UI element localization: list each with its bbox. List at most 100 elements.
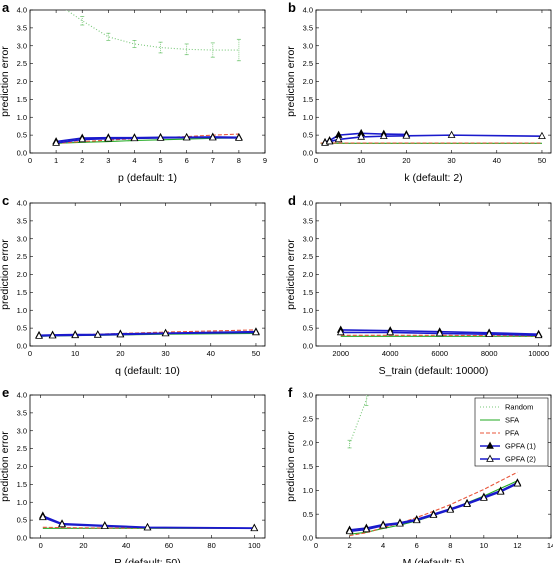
y-tick-label: 2.5 [303,252,313,261]
data-point-gpfa-2- [58,519,66,528]
x-tick-label: 0 [28,349,32,358]
data-point-gpfa-2- [325,137,334,145]
y-tick-label: 3.5 [17,216,27,225]
legend-label: GPFA (1) [505,442,536,451]
data-point-gpfa-2- [71,330,80,339]
x-tick-label: 20 [116,349,124,358]
y-tick-label: 2.0 [303,270,313,279]
series-group [38,511,259,532]
x-tick-label: 40 [493,156,501,165]
panel-letter: d [288,193,296,208]
x-tick-label: 9 [263,156,267,165]
x-tick-label: 6 [415,541,419,550]
x-tick-label: 6000 [431,349,448,358]
data-point-gpfa-2- [357,132,366,140]
y-tick-label: 4.0 [17,6,27,15]
data-point-gpfa-2- [100,521,109,530]
x-tick-label: 40 [122,541,130,550]
legend-marker [486,454,494,462]
x-tick-label: 3 [106,156,110,165]
y-tick-label: 0.0 [303,534,313,543]
y-tick-label: 4.0 [303,199,313,208]
data-point-gpfa-2- [538,131,546,139]
x-tick-label: 0 [39,541,43,550]
y-axis-label: prediction error [285,46,297,117]
y-axis-label: prediction error [0,431,11,502]
y-tick-label: 0.5 [17,131,27,140]
data-point-gpfa-2- [250,523,259,532]
x-tick-label: 10000 [528,349,549,358]
data-point-gpfa-2- [396,519,404,527]
y-tick-label: 2.0 [303,438,313,447]
x-tick-label: 10 [71,349,79,358]
y-tick-label: 0.5 [17,324,27,333]
y-tick-label: 3.0 [303,391,313,400]
series-line-gpfa-2- [349,482,518,533]
x-axis-label: p (default: 1) [118,172,177,184]
series-line-gpfa-2- [56,136,239,144]
x-tick-label: 30 [447,156,455,165]
data-point-gpfa-2- [429,510,438,518]
data-point-gpfa-2- [386,327,395,336]
y-tick-label: 0.5 [303,324,313,333]
data-point-gpfa-2- [447,130,456,138]
plot-frame [29,394,266,539]
y-tick-label: 1.5 [17,95,27,104]
data-point-gpfa-2- [496,487,505,495]
data-point-gpfa-2- [362,524,371,533]
y-tick-label: 1.5 [17,288,27,297]
x-tick-label: 0 [28,156,32,165]
data-point-gpfa-2- [446,505,455,513]
data-point-gpfa-2- [479,493,488,501]
y-tick-label: 2.5 [303,59,313,68]
y-tick-label: 0.5 [303,510,313,519]
y-tick-label: 0.0 [17,149,27,158]
x-tick-label: 50 [538,156,546,165]
y-tick-label: 2.5 [17,59,27,68]
y-tick-label: 1.0 [303,113,313,122]
data-point-gpfa-2- [104,134,113,142]
plot-frame [315,202,552,347]
data-point-gpfa-2- [130,133,139,142]
data-point-gpfa-2- [48,331,57,339]
x-tick-label: 6 [185,156,189,165]
y-tick-label: 4.0 [17,199,27,208]
y-tick-label: 3.5 [303,216,313,225]
y-tick-label: 1.0 [17,306,27,315]
y-tick-label: 1.0 [17,113,27,122]
x-tick-label: 30 [161,349,169,358]
x-tick-label: 14 [547,541,553,550]
y-tick-label: 4.0 [17,391,27,400]
y-tick-label: 1.0 [303,306,313,315]
x-axis-label: k (default: 2) [404,172,462,184]
plot-frame [315,9,552,154]
data-point-gpfa-2- [334,134,343,143]
x-tick-label: 12 [513,541,521,550]
x-axis-label: q (default: 10) [115,365,180,377]
y-tick-label: 1.0 [303,486,313,495]
y-tick-label: 3.5 [17,408,27,417]
x-tick-label: 0 [314,156,318,165]
legend-label: PFA [505,429,519,438]
data-point-gpfa-2- [52,138,60,146]
series-group [35,327,260,339]
x-tick-label: 2 [80,156,84,165]
y-tick-label: 2.5 [17,252,27,261]
x-tick-label: 10 [480,541,488,550]
legend-label: SFA [505,416,519,425]
legend-label: GPFA (2) [505,455,536,464]
plot-frame [29,9,266,154]
panel-c: 0.0 0.5 1.0 1.5 2.0 2.5 3.0 3.5 4.0 0 10 20 30 40 50 c q… [0,193,266,377]
plot-frame [29,202,266,347]
data-point-gpfa-2- [252,327,260,336]
y-tick-label: 3.0 [17,41,27,50]
series-group [52,10,243,146]
x-tick-label: 2000 [332,349,349,358]
y-tick-label: 1.5 [303,462,313,471]
x-tick-label: 20 [79,541,87,550]
x-tick-label: 4000 [382,349,399,358]
y-tick-label: 3.5 [303,23,313,32]
y-axis-label: prediction error [285,239,297,310]
data-point-gpfa-2- [463,499,471,507]
y-tick-label: 0.0 [303,342,313,351]
